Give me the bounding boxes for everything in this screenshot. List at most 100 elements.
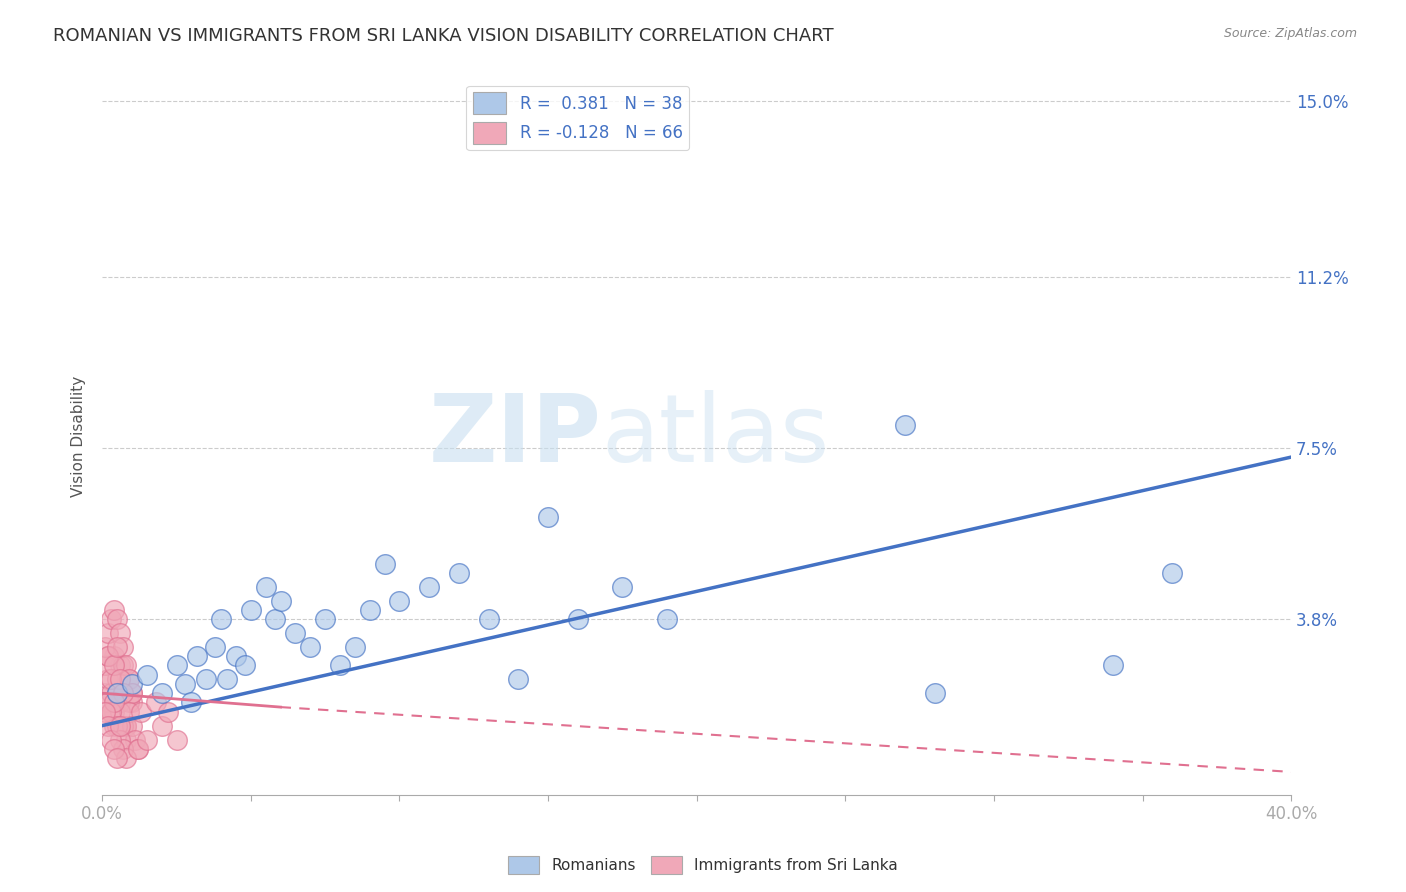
Point	[225, 649, 247, 664]
Point	[105, 696, 128, 710]
Point	[111, 686, 134, 700]
Point	[567, 612, 589, 626]
Point	[105, 640, 128, 654]
Point	[239, 603, 262, 617]
Point	[100, 612, 122, 626]
Y-axis label: Vision Disability: Vision Disability	[72, 376, 86, 497]
Point	[209, 612, 232, 626]
Point	[111, 718, 134, 732]
Point	[115, 718, 138, 732]
Point	[1102, 658, 1125, 673]
Point	[166, 658, 188, 673]
Point	[215, 673, 238, 687]
Point	[115, 718, 138, 732]
Point	[447, 566, 470, 580]
Point	[156, 705, 179, 719]
Text: Source: ZipAtlas.com: Source: ZipAtlas.com	[1223, 27, 1357, 40]
Point	[150, 686, 173, 700]
Point	[129, 705, 152, 719]
Point	[478, 612, 501, 626]
Point	[124, 732, 146, 747]
Point	[121, 718, 143, 732]
Point	[103, 649, 125, 664]
Point	[97, 673, 120, 687]
Point	[94, 658, 117, 673]
Point	[121, 677, 143, 691]
Point	[270, 593, 292, 607]
Point	[105, 686, 128, 700]
Text: atlas: atlas	[602, 391, 830, 483]
Point	[108, 696, 131, 710]
Point	[121, 696, 143, 710]
Point	[174, 677, 197, 691]
Point	[655, 612, 678, 626]
Point	[359, 603, 381, 617]
Point	[329, 658, 352, 673]
Point	[135, 667, 157, 681]
Point	[299, 640, 322, 654]
Point	[100, 732, 122, 747]
Point	[115, 658, 138, 673]
Point	[127, 741, 149, 756]
Point	[105, 673, 128, 687]
Legend: R =  0.381   N = 38, R = -0.128   N = 66: R = 0.381 N = 38, R = -0.128 N = 66	[467, 86, 689, 150]
Text: ROMANIAN VS IMMIGRANTS FROM SRI LANKA VISION DISABILITY CORRELATION CHART: ROMANIAN VS IMMIGRANTS FROM SRI LANKA VI…	[53, 27, 834, 45]
Point	[103, 741, 125, 756]
Point	[100, 705, 122, 719]
Point	[118, 673, 141, 687]
Point	[284, 626, 307, 640]
Point	[118, 696, 141, 710]
Point	[97, 649, 120, 664]
Point	[121, 686, 143, 700]
Point	[418, 580, 440, 594]
Point	[115, 751, 138, 765]
Point	[108, 658, 131, 673]
Point	[97, 696, 120, 710]
Point	[111, 686, 134, 700]
Point	[195, 673, 218, 687]
Point	[166, 732, 188, 747]
Point	[263, 612, 285, 626]
Point	[127, 741, 149, 756]
Point	[103, 705, 125, 719]
Point	[1161, 566, 1184, 580]
Point	[108, 732, 131, 747]
Point	[145, 696, 167, 710]
Point	[105, 751, 128, 765]
Point	[100, 673, 122, 687]
Point	[388, 593, 411, 607]
Point	[94, 705, 117, 719]
Point	[612, 580, 634, 594]
Point	[94, 686, 117, 700]
Point	[204, 640, 226, 654]
Point	[115, 732, 138, 747]
Point	[97, 626, 120, 640]
Point	[94, 640, 117, 654]
Point	[121, 686, 143, 700]
Point	[108, 673, 131, 687]
Point	[111, 658, 134, 673]
Point	[108, 705, 131, 719]
Point	[233, 658, 256, 673]
Point	[314, 612, 336, 626]
Point	[894, 417, 917, 432]
Point	[103, 603, 125, 617]
Point	[180, 696, 202, 710]
Point	[135, 732, 157, 747]
Point	[100, 686, 122, 700]
Point	[105, 718, 128, 732]
Point	[100, 705, 122, 719]
Point	[508, 673, 530, 687]
Point	[108, 626, 131, 640]
Text: ZIP: ZIP	[429, 391, 602, 483]
Legend: Romanians, Immigrants from Sri Lanka: Romanians, Immigrants from Sri Lanka	[502, 850, 904, 880]
Point	[118, 705, 141, 719]
Point	[97, 718, 120, 732]
Point	[924, 686, 946, 700]
Point	[103, 658, 125, 673]
Point	[105, 612, 128, 626]
Point	[111, 741, 134, 756]
Point	[97, 649, 120, 664]
Point	[186, 649, 208, 664]
Point	[108, 718, 131, 732]
